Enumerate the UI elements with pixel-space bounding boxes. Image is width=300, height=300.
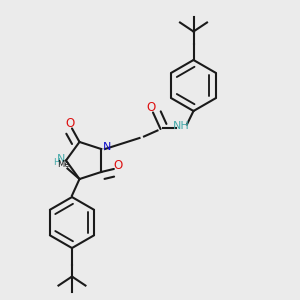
Text: O: O: [66, 117, 75, 130]
Text: Me: Me: [57, 160, 69, 169]
Text: O: O: [147, 100, 156, 114]
Text: N: N: [103, 142, 111, 152]
Text: O: O: [114, 160, 123, 172]
Text: N: N: [56, 154, 65, 164]
Text: H: H: [53, 158, 59, 167]
Text: NH: NH: [173, 121, 190, 131]
